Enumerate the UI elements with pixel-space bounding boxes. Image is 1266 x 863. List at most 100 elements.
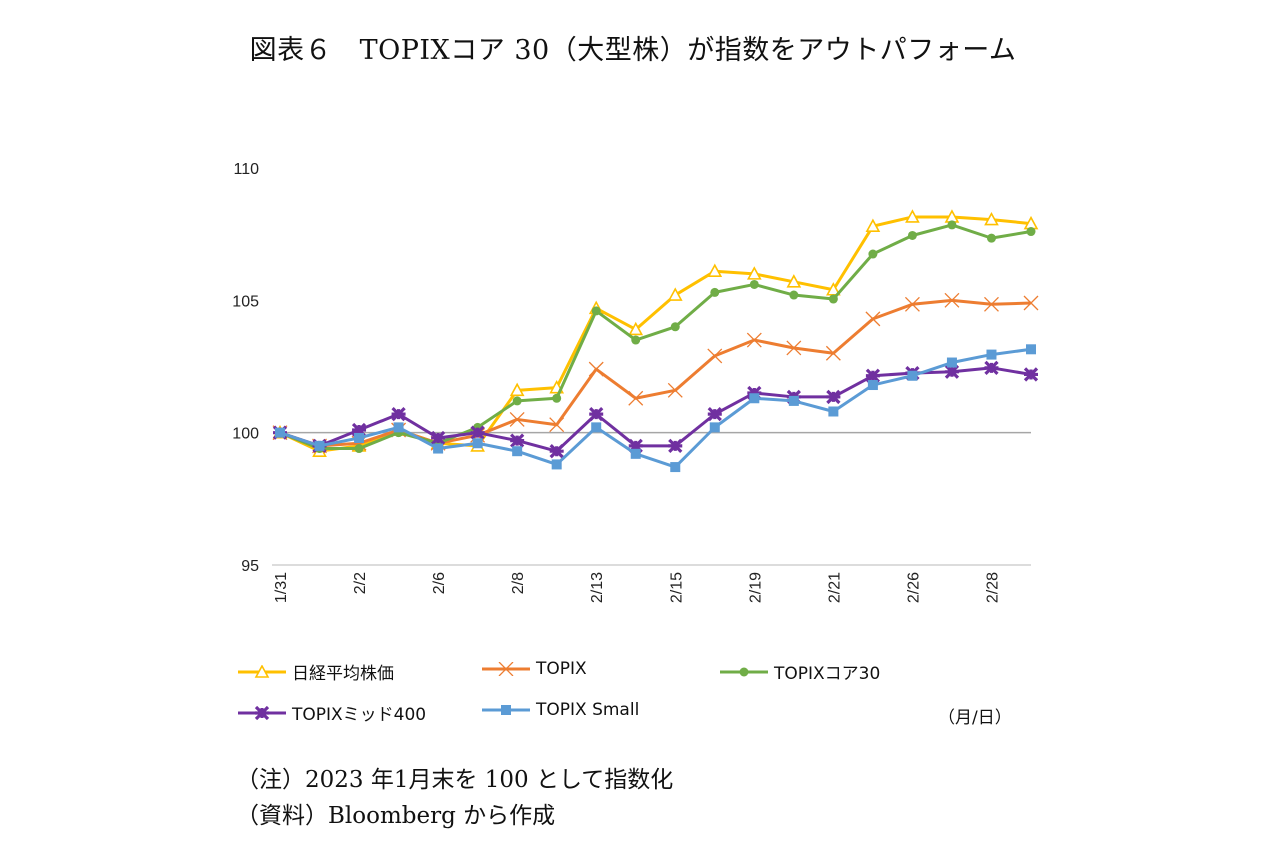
data-point-small	[314, 440, 325, 451]
legend-item-nikkei: 日経平均株価	[236, 659, 394, 684]
data-point-mid400	[668, 438, 683, 454]
legend-label-topix: TOPIX	[536, 659, 587, 679]
data-point-mid400	[1023, 367, 1039, 382]
data-point-topix	[509, 411, 525, 427]
legend-label-nikkei: 日経平均株価	[292, 664, 394, 684]
x-axis-unit-label: （月/日）	[938, 708, 1012, 728]
legend-swatch-mid400	[238, 705, 286, 720]
data-point-mid400	[351, 422, 367, 438]
series-line-small	[279, 347, 1032, 469]
data-point-mid400	[747, 385, 762, 401]
y-tick-label: 95	[241, 558, 259, 575]
footnote-source: （資料）Bloomberg から作成	[236, 803, 556, 829]
legend-item-small: TOPIX Small	[480, 700, 639, 720]
data-point-core30	[907, 230, 917, 240]
legend-swatch-core30	[720, 667, 768, 676]
x-tick-label: 2/13	[589, 572, 606, 603]
data-point-small	[393, 422, 404, 433]
data-point-core30	[868, 249, 878, 259]
y-tick-label: 100	[232, 426, 259, 443]
x-tick-label: 2/8	[510, 572, 527, 594]
data-point-small	[472, 438, 483, 449]
data-point-topix	[944, 292, 960, 308]
data-point-small	[512, 446, 523, 457]
legend-label-mid400: TOPIXミッド400	[292, 705, 427, 725]
data-point-small	[946, 357, 957, 368]
x-tick-label: 2/28	[984, 572, 1001, 603]
x-tick-label: 2/6	[431, 572, 448, 594]
data-point-small	[630, 448, 641, 459]
chart-title: 図表６ TOPIXコア 30（大型株）が指数をアウトパフォーム	[249, 35, 1017, 66]
data-point-mid400	[391, 407, 406, 422]
data-point-nikkei	[905, 209, 920, 223]
series-group	[272, 209, 1039, 473]
data-point-small	[354, 432, 365, 443]
x-tick-label: 2/26	[905, 572, 922, 603]
data-point-mid400	[589, 407, 604, 422]
data-point-core30	[354, 444, 364, 454]
legend-swatch-nikkei	[238, 664, 286, 678]
data-point-nikkei	[786, 274, 802, 288]
data-point-topix	[746, 332, 762, 348]
data-point-core30	[789, 290, 799, 300]
axes: 95 100 105 110 1/31 2/2 2/6 2/8 2/13 2/15 2/19 2/21…	[232, 161, 1031, 603]
legend-label-small: TOPIX Small	[536, 700, 640, 720]
x-tick-label: 2/21	[826, 572, 843, 603]
legend-marker	[739, 667, 749, 676]
x-tick-label: 2/19	[747, 572, 764, 603]
data-point-nikkei	[628, 321, 644, 336]
legend-marker	[498, 662, 514, 676]
series-small	[275, 344, 1036, 473]
footnote-note: （注）2023 年1月末を 100 として指数化	[236, 767, 674, 793]
series-mid400	[272, 360, 1039, 459]
data-point-mid400	[430, 430, 446, 446]
data-point-small	[433, 443, 444, 454]
data-point-small	[828, 406, 839, 417]
data-point-small	[986, 349, 997, 360]
x-tick-label: 2/15	[668, 572, 685, 603]
y-tick-label: 105	[232, 293, 259, 310]
legend-item-mid400: TOPIXミッド400	[236, 700, 426, 725]
data-point-small	[670, 462, 681, 473]
data-point-nikkei	[984, 211, 999, 226]
data-point-small	[867, 380, 878, 391]
data-point-nikkei	[707, 263, 723, 278]
data-point-topix	[865, 311, 881, 327]
legend-swatch-small	[482, 705, 530, 715]
data-point-small	[275, 427, 285, 438]
data-point-core30	[710, 287, 720, 297]
legend-swatch-topix	[482, 662, 530, 676]
data-point-core30	[828, 294, 838, 304]
legend-item-core30: TOPIXコア30	[718, 659, 880, 684]
data-point-core30	[670, 322, 680, 332]
data-point-core30	[631, 335, 641, 345]
data-point-small	[788, 395, 799, 406]
data-point-topix	[588, 361, 604, 377]
data-point-topix	[667, 382, 683, 398]
data-point-mid400	[549, 444, 564, 459]
data-point-core30	[552, 393, 562, 403]
data-point-mid400	[944, 364, 960, 379]
series-line-core30	[279, 223, 1032, 451]
legend-marker	[254, 705, 270, 720]
series-core30	[275, 220, 1036, 454]
data-point-core30	[749, 279, 759, 289]
data-point-core30	[1026, 227, 1036, 237]
x-tick-label: 2/2	[352, 572, 369, 594]
data-point-topix	[825, 345, 841, 361]
data-point-nikkei	[865, 218, 881, 233]
data-point-small	[907, 370, 918, 381]
legend-item-topix: TOPIX	[480, 659, 587, 679]
legend-marker	[254, 664, 270, 678]
data-point-nikkei	[746, 266, 762, 280]
data-point-mid400	[865, 368, 881, 383]
data-point-topix	[904, 296, 920, 312]
x-tick-label: 1/31	[273, 572, 290, 603]
data-point-core30	[947, 220, 957, 230]
data-point-mid400	[707, 407, 722, 422]
data-point-small	[551, 459, 562, 470]
data-point-nikkei	[509, 382, 525, 397]
data-point-mid400	[470, 425, 485, 440]
legend-label-core30: TOPIXコア30	[774, 664, 881, 684]
